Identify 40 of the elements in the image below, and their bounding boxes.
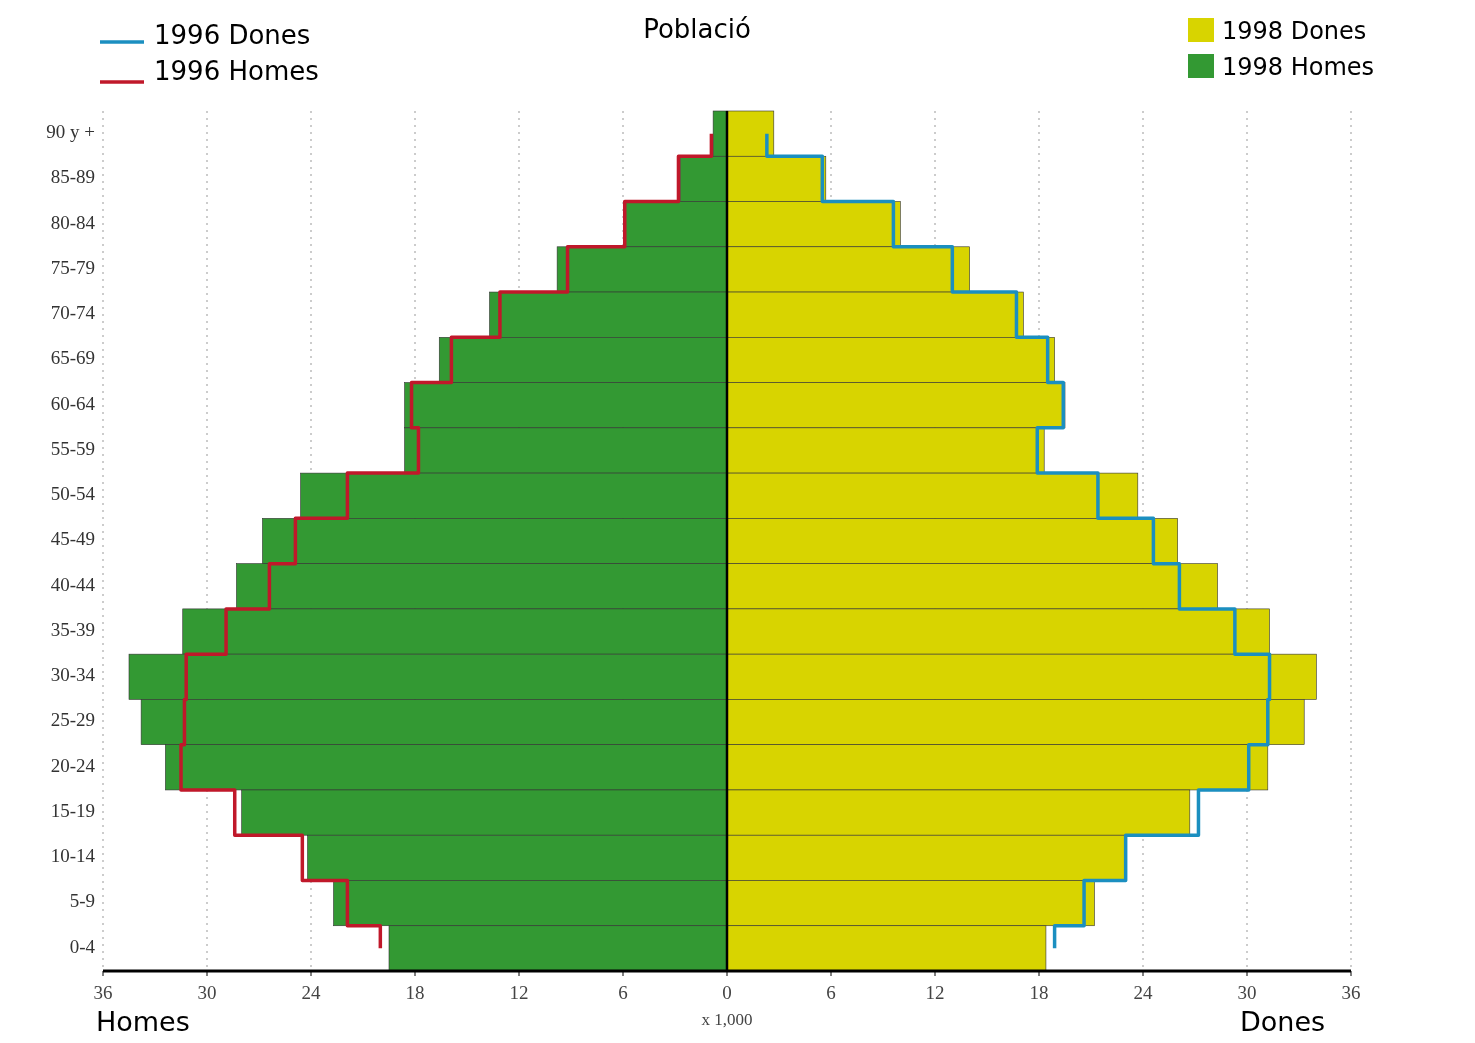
y-tick-label: 5-9	[69, 890, 95, 912]
y-tick-label: 85-89	[50, 166, 95, 188]
y-tick-label: 45-49	[50, 528, 95, 550]
y-tick-label: 65-69	[50, 347, 95, 369]
x-tick-label: 30	[197, 982, 217, 1003]
x-tick-label: 6	[618, 982, 628, 1003]
x-tick-label: 36	[93, 982, 113, 1003]
x-tick-label: 24	[1133, 982, 1153, 1003]
x-axis-title: x 1,000	[701, 1010, 753, 1029]
legend-label: 1996 Homes	[154, 56, 319, 86]
x-tick-label: 36	[1341, 982, 1361, 1003]
x-tick-label: 18	[1029, 982, 1049, 1003]
legend-label: 1998 Homes	[1222, 53, 1375, 81]
y-tick-label: 75-79	[50, 256, 95, 278]
x-tick-label: 30	[1237, 982, 1257, 1003]
y-tick-label: 50-54	[50, 483, 96, 505]
text: Homes	[96, 1006, 190, 1037]
x-tick-label: 0	[722, 982, 732, 1003]
y-tick-label: 55-59	[50, 437, 95, 459]
x-tick-label: 12	[509, 982, 529, 1003]
x-tick-label: 24	[301, 982, 321, 1003]
y-tick-label: 60-64	[50, 392, 96, 414]
y-tick-label: 80-84	[50, 211, 96, 233]
y-tick-label: 25-29	[50, 709, 95, 731]
x-tick-label: 12	[925, 982, 945, 1003]
y-tick-label: 15-19	[50, 799, 95, 821]
y-tick-label: 0-4	[69, 935, 96, 957]
y-tick-label: 70-74	[50, 302, 96, 324]
y-tick-label: 10-14	[50, 845, 96, 867]
x-tick-label: 6	[826, 982, 836, 1003]
text: Dones	[1240, 1006, 1326, 1037]
legend-label: 1996 Dones	[154, 20, 311, 50]
y-tick-label: 90 y +	[46, 120, 95, 142]
chart-title: Població	[643, 14, 751, 44]
y-tick-label: 40-44	[50, 573, 96, 595]
x-tick-label: 18	[405, 982, 425, 1003]
y-tick-label: 20-24	[50, 754, 96, 776]
y-tick-label: 30-34	[50, 664, 96, 686]
y-tick-label: 35-39	[50, 618, 95, 640]
legend-label: 1998 Dones	[1222, 17, 1367, 45]
